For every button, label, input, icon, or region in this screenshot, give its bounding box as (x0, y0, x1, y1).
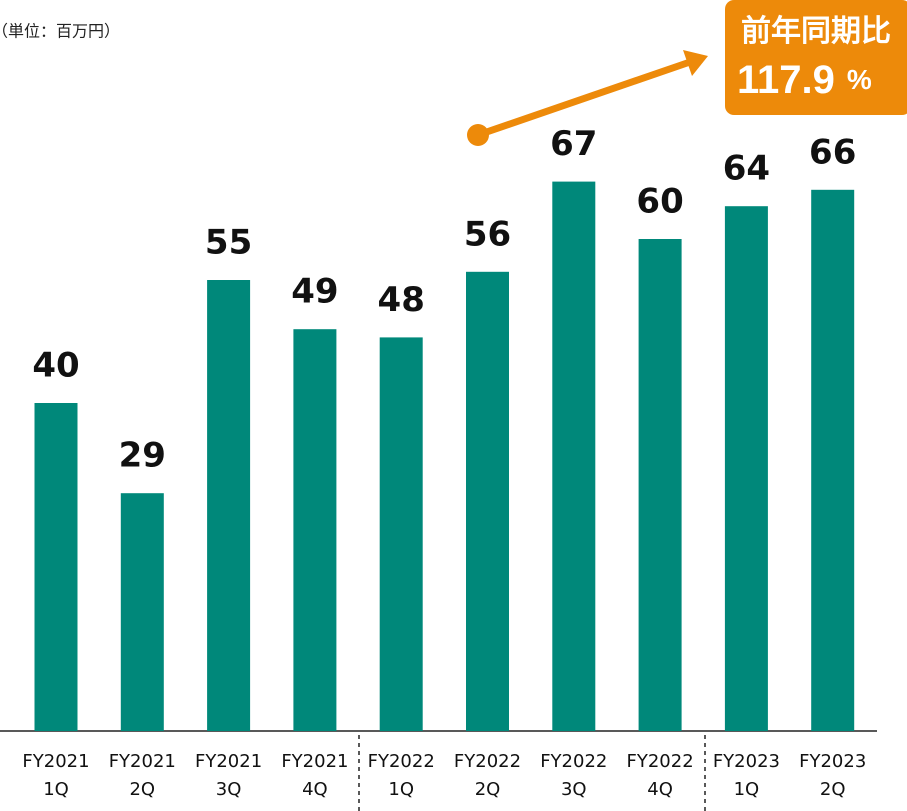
value-label: 56 (464, 214, 511, 254)
annotation-value: 117.9 (737, 58, 835, 102)
value-label: 55 (205, 223, 252, 263)
x-tick-label: FY2022 3Q (540, 751, 607, 800)
unit-note: （単位：百万円） (0, 22, 120, 41)
annotation-title: 前年同期比 (741, 15, 891, 48)
bar (638, 239, 682, 731)
x-tick-label: FY2023 2Q (799, 751, 866, 800)
bar (207, 280, 251, 731)
bar (466, 271, 509, 731)
value-label: 48 (378, 280, 425, 320)
x-tick-label: FY2021 2Q (109, 751, 176, 800)
bar (293, 329, 337, 731)
x-tick-label: FY2022 4Q (627, 751, 694, 800)
x-tick-label: FY2021 4Q (281, 751, 348, 800)
bar (811, 189, 855, 732)
value-label: 67 (550, 124, 597, 164)
annotation-value-group: 117.9% (737, 58, 872, 102)
annotation-unit: % (847, 64, 872, 95)
bar (552, 181, 596, 732)
bar (34, 403, 78, 731)
x-tick-label: FY2022 2Q (454, 751, 521, 800)
value-label: 64 (723, 149, 770, 189)
bar (724, 206, 768, 731)
annotation-box (725, 0, 907, 115)
bar (120, 493, 164, 731)
value-label: 60 (636, 182, 683, 222)
arrow-head (683, 50, 708, 76)
value-label: 40 (32, 346, 79, 386)
arrow-dot (467, 124, 489, 146)
x-tick-label: FY2021 1Q (22, 751, 89, 800)
growth-arrow (476, 58, 692, 139)
value-label: 49 (291, 272, 338, 312)
x-tick-label: FY2022 1Q (368, 751, 435, 800)
value-label: 29 (119, 436, 166, 476)
x-tick-label: FY2023 1Q (713, 751, 780, 800)
bar (379, 337, 423, 731)
growth-annotation: 前年同期比 117.9% (467, 0, 907, 146)
x-tick-label: FY2021 3Q (195, 751, 262, 800)
value-label: 66 (809, 132, 856, 172)
